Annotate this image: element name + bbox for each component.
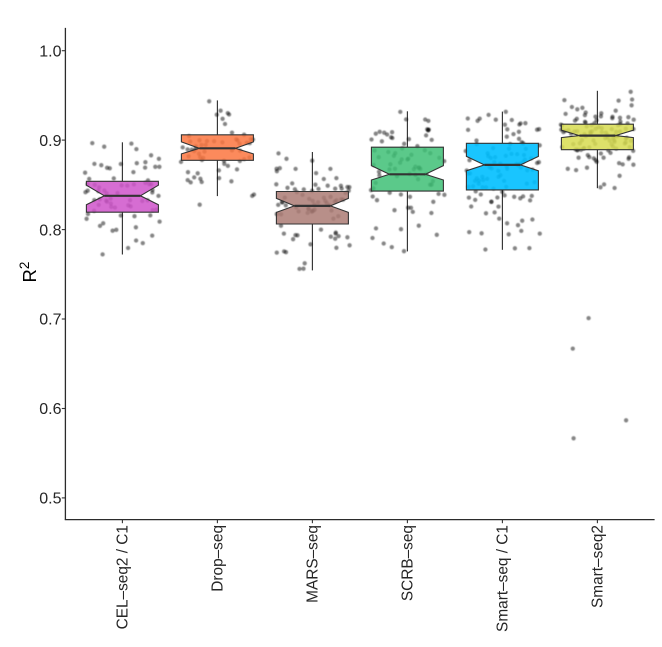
svg-text:0.6: 0.6 bbox=[39, 401, 61, 418]
svg-text:1.0: 1.0 bbox=[39, 43, 61, 60]
svg-text:0.7: 0.7 bbox=[39, 312, 61, 329]
svg-text:0.8: 0.8 bbox=[39, 222, 61, 239]
svg-text:SCRB–seq: SCRB–seq bbox=[400, 525, 417, 601]
svg-text:Drop–seq: Drop–seq bbox=[210, 525, 227, 592]
svg-text:0.9: 0.9 bbox=[39, 133, 61, 150]
svg-text:Smart–seq / C1: Smart–seq / C1 bbox=[495, 525, 512, 632]
svg-text:CEL–seq2 / C1: CEL–seq2 / C1 bbox=[115, 525, 132, 629]
svg-text:0.5: 0.5 bbox=[39, 491, 61, 508]
svg-text:Smart–seq2: Smart–seq2 bbox=[590, 525, 607, 608]
svg-text:MARS–seq: MARS–seq bbox=[305, 525, 322, 603]
